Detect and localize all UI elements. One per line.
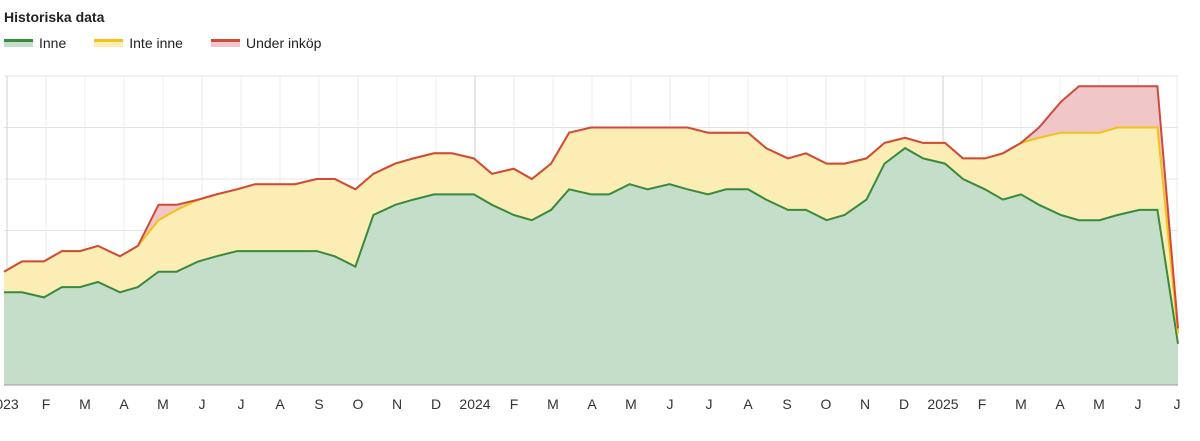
legend-label-inte-inne: Inte inne xyxy=(129,35,183,51)
x-tick-label: M xyxy=(157,396,169,412)
x-tick-label: O xyxy=(821,396,832,412)
x-tick-label: S xyxy=(782,396,791,412)
legend: Inne Inte inne Under inköp xyxy=(4,35,349,51)
x-tick-label: A xyxy=(119,396,129,412)
legend-label-inne: Inne xyxy=(39,35,67,51)
x-tick-label: M xyxy=(79,396,91,412)
area-1 xyxy=(4,127,1178,344)
x-tick-label: J xyxy=(238,396,245,412)
legend-swatch-inte-inne xyxy=(94,39,124,47)
x-tick-label: J xyxy=(1174,396,1181,412)
x-tick-label: J xyxy=(199,396,206,412)
x-tick-label: A xyxy=(743,396,753,412)
chart-title: Historiska data xyxy=(4,9,105,25)
series-line-0 xyxy=(4,146,1179,344)
legend-item-inne[interactable]: Inne xyxy=(4,35,66,51)
x-tick-label: N xyxy=(392,396,402,412)
legend-swatch-inne xyxy=(4,39,33,47)
x-tick-label: F xyxy=(42,396,51,412)
x-tick-label: 2025 xyxy=(927,396,958,412)
x-tick-label: M xyxy=(625,396,637,412)
x-tick-label: A xyxy=(1055,396,1065,412)
series-line-2 xyxy=(3,85,1179,329)
x-tick-label: A xyxy=(275,396,285,412)
x-tick-label: N xyxy=(860,396,870,412)
area-0 xyxy=(4,148,1178,385)
x-tick-label: J xyxy=(667,396,674,412)
x-tick-label: J xyxy=(1135,396,1142,412)
legend-label-under-inkop: Under inköp xyxy=(245,35,322,51)
x-tick-label: 023 xyxy=(0,396,19,412)
x-tick-label: M xyxy=(547,396,559,412)
x-tick-label: F xyxy=(978,396,987,412)
x-tick-label: S xyxy=(314,396,323,412)
x-tick-label: D xyxy=(899,396,909,412)
x-tick-label: D xyxy=(431,396,441,412)
x-tick-label: O xyxy=(353,396,364,412)
x-tick-label: F xyxy=(510,396,519,412)
legend-item-inte-inne[interactable]: Inte inne xyxy=(94,35,183,51)
x-tick-label: M xyxy=(1093,396,1105,412)
x-tick-label: 2024 xyxy=(459,396,490,412)
x-tick-label: M xyxy=(1015,396,1027,412)
legend-item-under-inkop[interactable]: Under inköp xyxy=(210,35,322,51)
area-2 xyxy=(4,86,1178,334)
x-tick-label: A xyxy=(587,396,597,412)
legend-swatch-under-inkop xyxy=(210,39,240,47)
x-tick-label: J xyxy=(706,396,713,412)
